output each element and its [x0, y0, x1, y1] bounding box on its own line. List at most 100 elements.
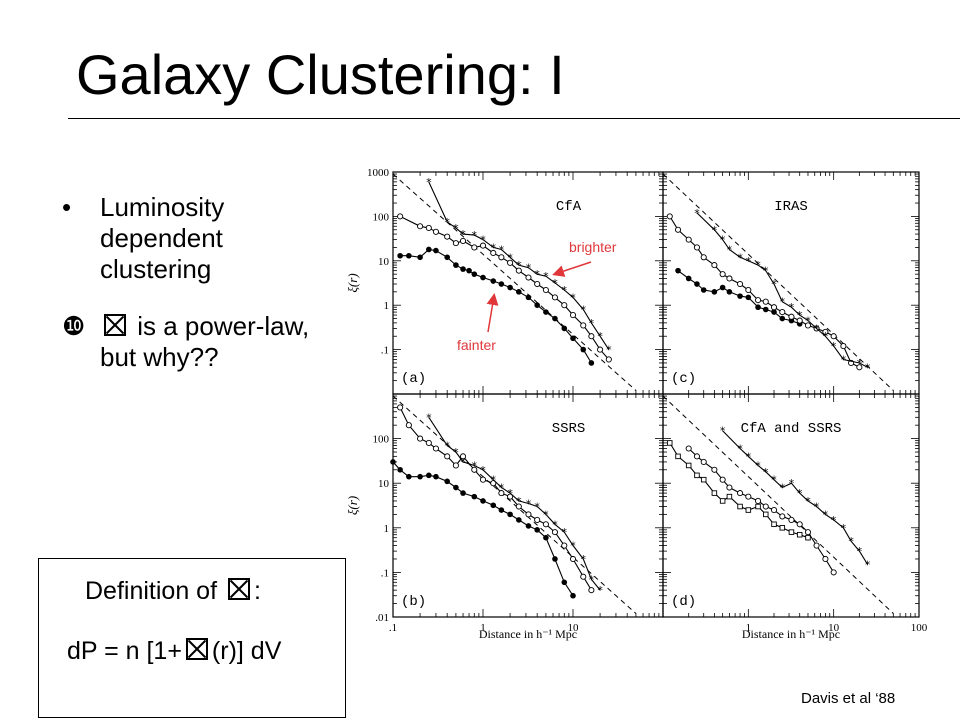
fainter-label: fainter: [457, 337, 496, 353]
data-point-open: [840, 343, 847, 350]
brighter-annotation: brighter: [552, 239, 617, 277]
data-point-open: [444, 233, 451, 240]
data-point-open: [534, 516, 541, 523]
y-tick-label: .1: [381, 345, 389, 357]
data-point-open: [417, 223, 424, 230]
data-point-open: [498, 254, 505, 261]
data-point-open: [693, 453, 701, 460]
source-credit: Davis et al ‘88: [801, 690, 896, 707]
data-point-star: *: [491, 474, 497, 487]
data-point-open: [779, 309, 786, 316]
data-point-open: [597, 346, 604, 353]
data-point-filled: [711, 289, 718, 295]
data-point-star: *: [797, 487, 803, 500]
data-point-square: [745, 507, 752, 513]
data-point-open: [788, 516, 795, 523]
bullet-text: is a power-law, but why??: [100, 311, 310, 372]
data-point-open: [397, 404, 404, 411]
data-point-filled: [460, 266, 466, 272]
data-point-filled: [397, 252, 403, 259]
formula-start: dP = n [1+: [67, 637, 182, 665]
y-tick-label: 100: [373, 211, 390, 223]
data-point-star: *: [453, 222, 459, 235]
data-point-open: [700, 254, 707, 261]
data-point-star: *: [589, 317, 595, 330]
data-point-open: [507, 259, 514, 266]
data-point-filled: [685, 275, 692, 282]
panel-label: IRAS: [774, 199, 808, 215]
data-point-filled: [480, 498, 486, 504]
data-point-open: [432, 445, 439, 452]
data-point-filled: [525, 294, 532, 301]
data-point-open: [471, 466, 478, 473]
data-point-filled: [466, 267, 472, 274]
data-point-star: *: [444, 216, 450, 229]
data-point-star: *: [848, 535, 854, 548]
power-law-reference-line: [663, 395, 894, 614]
data-point-square: [685, 462, 692, 469]
definition-colon: :: [253, 577, 261, 605]
data-point-open: [796, 317, 803, 324]
data-point-filled: [534, 302, 540, 308]
data-point-square: [726, 493, 733, 500]
data-point-star: *: [755, 259, 761, 272]
data-point-open: [405, 422, 412, 429]
data-point-filled: [719, 284, 726, 291]
data-point-open: [444, 453, 451, 460]
power-law-reference-line: [393, 173, 637, 391]
data-point-filled: [490, 502, 497, 509]
data-point-square: [719, 498, 726, 504]
data-point-star: *: [823, 508, 829, 521]
panel-label: CfA and SSRS: [741, 421, 842, 437]
data-point-open: [685, 236, 692, 243]
data-point-star: *: [780, 296, 786, 309]
data-point-open: [856, 364, 863, 371]
data-point-open: [762, 298, 769, 305]
data-point-filled: [552, 315, 558, 322]
data-point-star: *: [534, 501, 540, 514]
fainter-annotation: fainter: [457, 293, 499, 353]
panel-tag: (b): [401, 594, 426, 610]
data-point-filled: [745, 294, 752, 301]
data-point-filled: [480, 274, 486, 281]
data-point-star: *: [472, 459, 478, 472]
data-point-filled: [507, 284, 513, 291]
data-point-filled: [444, 254, 450, 261]
data-point-star: *: [597, 330, 603, 343]
data-point-star: *: [857, 545, 863, 558]
data-point-square: [694, 472, 700, 479]
data-point-open: [432, 228, 439, 235]
data-point-filled: [516, 517, 522, 523]
y-tick-label: 1: [384, 523, 390, 535]
data-point-open: [770, 304, 778, 311]
y-axis-label: ξ(r): [345, 273, 360, 292]
data-point-open: [726, 484, 733, 491]
data-point-open: [796, 521, 803, 528]
data-point-filled: [543, 309, 549, 315]
data-point-open: [755, 497, 762, 504]
data-point-star: *: [814, 501, 820, 514]
data-point-filled: [543, 534, 549, 541]
x-tick-label: 1: [746, 622, 752, 634]
data-point-square: [779, 525, 786, 531]
data-point-open: [719, 476, 726, 483]
y-tick-label: 1000: [367, 167, 390, 179]
data-point-star: *: [460, 456, 466, 469]
data-point-filled: [561, 325, 568, 332]
data-point-open: [813, 542, 820, 549]
panel-c: ***** * * *** ** ***** * *IRAS(c): [662, 171, 920, 395]
data-point-open: [588, 587, 595, 594]
panel-d: **** *** *** ** *****CfA and SSRS(d)1 10 100: [662, 393, 928, 634]
data-point-star: *: [805, 495, 811, 508]
panel-label: SSRS: [552, 421, 586, 437]
data-point-open: [745, 286, 752, 294]
data-point-open: [779, 513, 786, 520]
data-point-open: [507, 493, 514, 500]
xi-symbol-icon: [185, 638, 208, 660]
xi-symbol-icon: [104, 314, 126, 336]
data-point-star: *: [841, 353, 847, 366]
panel-tag: (a): [401, 371, 426, 387]
data-point-star: *: [562, 284, 568, 297]
data-point-filled: [498, 281, 505, 287]
data-point-star: *: [737, 251, 743, 264]
